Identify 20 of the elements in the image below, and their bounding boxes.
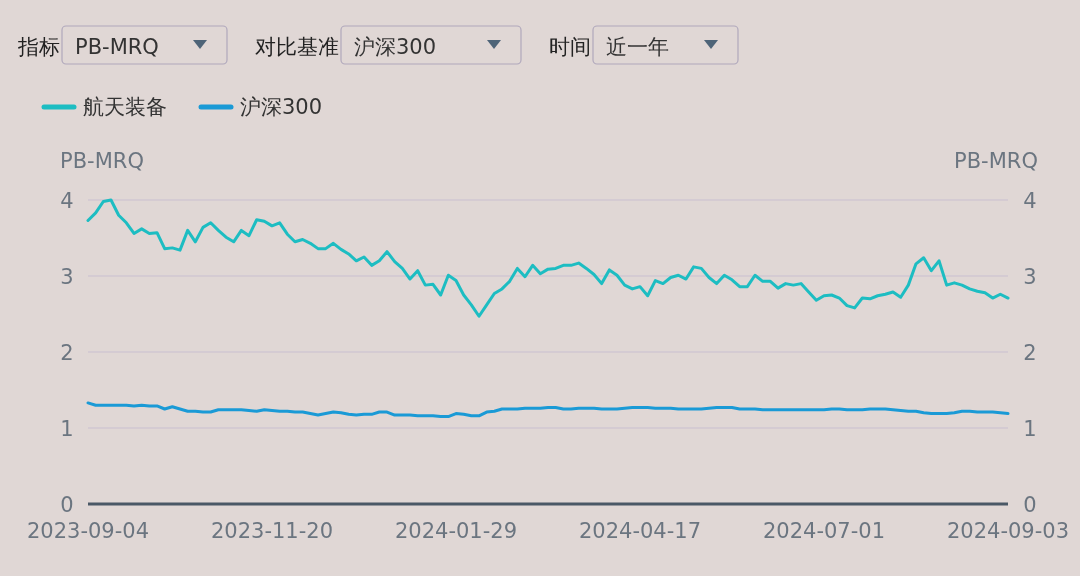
- x-tick-label: 2024-07-01: [762, 519, 886, 543]
- y-tick-label: 1: [60, 417, 74, 441]
- y2-axis-title: PB-MRQ: [954, 149, 1038, 173]
- legend-label: 航天装备: [83, 95, 167, 119]
- y2-tick-label: 3: [1023, 265, 1037, 289]
- x-tick-label: 2024-04-17: [578, 519, 702, 543]
- legend-label: 沪深300: [240, 95, 323, 119]
- y2-tick-label: 2: [1023, 341, 1037, 365]
- y-tick-label: 3: [60, 265, 74, 289]
- y2-tick-label: 1: [1023, 417, 1037, 441]
- y-tick-label: 2: [60, 341, 74, 365]
- x-tick-label: 2023-09-04: [26, 519, 150, 543]
- x-tick-label: 2023-11-20: [210, 519, 334, 543]
- y-tick-label: 4: [60, 189, 74, 213]
- y-axis-title: PB-MRQ: [60, 149, 144, 173]
- y2-tick-label: 0: [1023, 493, 1037, 517]
- y2-tick-label: 4: [1023, 189, 1037, 213]
- y-tick-label: 0: [60, 493, 74, 517]
- x-tick-label: 2024-09-03: [946, 519, 1070, 543]
- x-tick-label: 2024-01-29: [394, 519, 518, 543]
